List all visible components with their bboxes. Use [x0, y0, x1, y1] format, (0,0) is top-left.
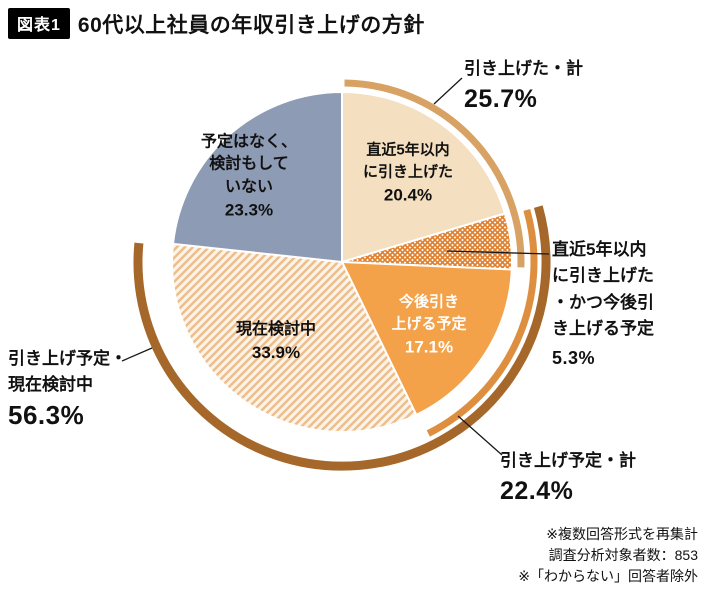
slice-label-text: 現在検討中: [235, 320, 317, 338]
pie-slice-2: [340, 260, 513, 417]
footnote-line: ※「わからない」回答者除外: [518, 568, 698, 584]
footnote-line: ※複数回答形式を再集計: [546, 526, 698, 542]
pie-slice-0: [341, 90, 507, 264]
slice-label-value: 33.9%: [251, 343, 301, 363]
callout-raised-total: 引き上げた・計 25.7%: [464, 56, 583, 114]
slice-label-text: 予定はなく、 検討もして いない: [200, 133, 298, 196]
figure-title: 60代以上社員の年収引き上げの方針: [77, 13, 425, 37]
figure-number-badge: 図表1: [8, 8, 70, 39]
slice-label-raised-recent: 直近5年以内 に引き上げた 20.4%: [363, 139, 453, 205]
leader-line-1: [446, 250, 550, 255]
leader-lines: [121, 77, 550, 456]
leader-line-2: [457, 415, 503, 456]
pie-slices: [171, 90, 513, 433]
leader-line-3: [121, 347, 153, 362]
slice-label-value: 20.4%: [383, 184, 433, 204]
callout-label: 引き上げ予定・ 現在検討中: [8, 349, 127, 394]
callout-value: 5.3%: [552, 348, 596, 369]
callout-label: 直近5年以内 に引き上げた ・かつ今後引 き上げる予定: [552, 240, 654, 339]
outer-arcs: [133, 79, 551, 471]
footnote-line: 調査分析対象者数：853: [548, 547, 698, 563]
callout-raised-and-will-raise: 直近5年以内 に引き上げた ・かつ今後引 き上げる予定 5.3%: [552, 237, 654, 369]
callout-value: 25.7%: [464, 84, 538, 113]
outer-arc-1: [426, 208, 538, 437]
outer-arc-0: [344, 79, 525, 268]
figure-header: 図表1 60代以上社員の年収引き上げの方針: [8, 8, 425, 39]
slice-label-will-raise: 今後引き 上げる予定 17.1%: [391, 291, 466, 357]
callout-label: 引き上げ予定・計: [500, 451, 636, 470]
slice-label-text: 直近5年以内 に引き上げた: [362, 141, 454, 180]
slice-label-no-plan: 予定はなく、 検討もして いない 23.3%: [201, 131, 297, 220]
footnotes: ※複数回答形式を再集計 調査分析対象者数：853 ※「わからない」回答者除外: [518, 524, 698, 587]
outer-arc-2: [133, 205, 551, 471]
callout-value: 56.3%: [8, 400, 85, 430]
slice-label-value: 17.1%: [404, 336, 454, 356]
slice-label-text: 今後引き 上げる予定: [391, 293, 467, 332]
slice-label-considering: 現在検討中 33.9%: [236, 319, 316, 363]
callout-plan-or-considering: 引き上げ予定・ 現在検討中 56.3%: [8, 346, 127, 431]
callout-value: 22.4%: [500, 476, 574, 505]
callout-plan-total: 引き上げ予定・計 22.4%: [500, 448, 636, 506]
leader-line-0: [433, 77, 463, 105]
slice-label-value: 23.3%: [224, 200, 274, 220]
pie-slice-3: [171, 242, 418, 433]
callout-label: 引き上げた・計: [464, 59, 583, 78]
pie-slice-4: [171, 90, 343, 264]
